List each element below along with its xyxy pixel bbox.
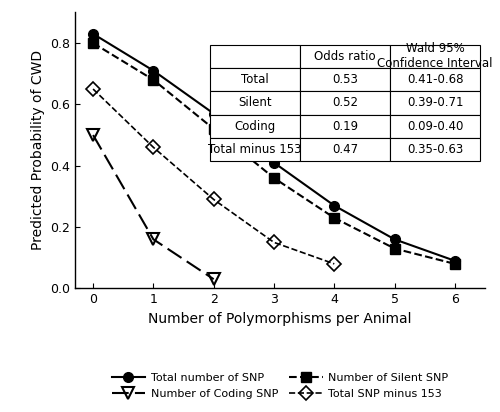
X-axis label: Number of Polymorphisms per Animal: Number of Polymorphisms per Animal xyxy=(148,312,412,326)
Legend: Total number of SNP, Number of Coding SNP, Number of Silent SNP, Total SNP minus: Total number of SNP, Number of Coding SN… xyxy=(112,373,448,399)
Y-axis label: Predicted Probability of CWD: Predicted Probability of CWD xyxy=(30,50,44,250)
